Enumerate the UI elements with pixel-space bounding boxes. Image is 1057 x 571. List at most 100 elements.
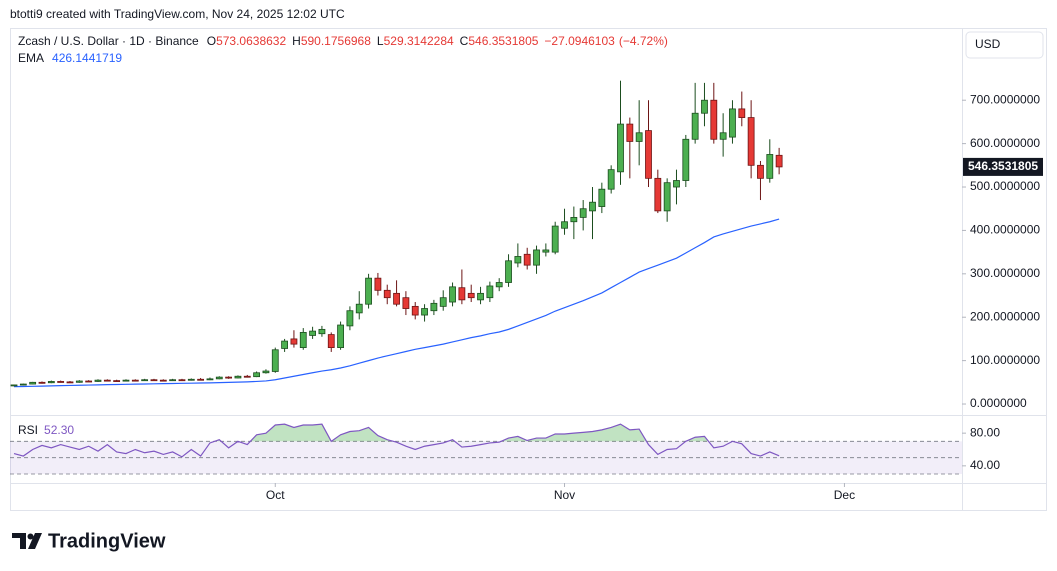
ema-name: EMA — [18, 51, 44, 65]
candle-body — [411, 305, 419, 316]
candle-body — [66, 381, 74, 384]
candle-body — [570, 216, 578, 223]
candle-body — [234, 375, 242, 379]
candle-body — [766, 154, 774, 179]
rsi-tick-label: 80.00 — [970, 425, 1000, 439]
open-label: O — [207, 34, 216, 48]
open-value: 573.0638632 — [216, 34, 286, 48]
candle-body — [10, 384, 18, 387]
candle-body — [719, 132, 727, 140]
candle-body — [75, 380, 83, 383]
low-value: 529.3142284 — [384, 34, 454, 48]
candle-body — [253, 372, 261, 378]
change-value: −27.0946103 — [544, 34, 615, 48]
rsi-name: RSI — [18, 423, 38, 437]
currency-label[interactable]: USD — [975, 37, 1001, 51]
candle-body — [673, 180, 680, 188]
candle-body — [327, 334, 335, 348]
candle-body — [514, 256, 522, 264]
candle-body — [85, 380, 93, 383]
rsi-overbought-fill — [14, 424, 780, 442]
header-text: btotti9 created with TradingView.com, No… — [10, 7, 345, 21]
high-value: 590.1756968 — [301, 34, 371, 48]
rsi-pane — [10, 423, 962, 475]
candle-body — [393, 292, 400, 305]
candle-body — [243, 375, 251, 378]
candle-body — [47, 381, 55, 384]
candle-body — [122, 379, 130, 382]
chart-frame — [10, 28, 1047, 511]
candle-body — [262, 370, 270, 374]
rsi-tick-label: 40.00 — [970, 458, 1000, 472]
candle-body — [355, 303, 363, 314]
candle-body — [374, 277, 382, 291]
candle-body — [729, 108, 736, 138]
candle-body — [635, 132, 643, 142]
candle-body — [701, 99, 708, 114]
candle-body — [281, 340, 288, 349]
price-tag — [963, 157, 1043, 176]
candle-body — [682, 138, 690, 181]
candle-body — [113, 380, 121, 382]
candle-body — [141, 379, 149, 382]
price-tag-label: 546.3531805 — [968, 159, 1038, 173]
candle-body — [579, 208, 587, 218]
candle-body — [467, 292, 475, 299]
candle-body — [430, 302, 438, 312]
candle-body — [299, 332, 307, 348]
candle-body — [449, 286, 456, 303]
candle-body — [486, 285, 494, 299]
candle-body — [533, 249, 540, 266]
candle-body — [542, 249, 550, 253]
candle-body — [747, 117, 755, 166]
rsi-line — [13, 423, 780, 458]
candle-body — [225, 376, 233, 379]
candle-body — [178, 379, 186, 382]
candle-body — [383, 289, 391, 299]
candle-body — [495, 282, 503, 288]
candle-body — [29, 381, 37, 385]
candle-body — [94, 379, 102, 382]
rsi-legend: RSI 52.30 — [18, 423, 74, 437]
high-label: H — [292, 34, 301, 48]
candle-body — [271, 349, 279, 372]
candle-body — [626, 123, 634, 142]
candle-body — [775, 154, 783, 168]
candle-body — [19, 383, 27, 386]
x-tick-label: Dec — [834, 488, 855, 502]
y-tick-label: 400.0000000 — [970, 223, 1040, 237]
axes: 0.0000000 100.0000000 200.0000000 300.00000… — [266, 92, 1043, 502]
candle-body — [159, 379, 167, 382]
candle-body — [290, 338, 298, 345]
candle-body — [477, 292, 484, 301]
candle-body — [607, 169, 615, 190]
candle-body — [206, 378, 214, 381]
candle-body — [645, 130, 652, 179]
candle-body — [439, 297, 447, 307]
currency-button[interactable] — [965, 31, 1044, 59]
candle-body — [421, 308, 428, 316]
y-tick-label: 700.0000000 — [970, 92, 1040, 106]
candle-body — [617, 123, 624, 173]
candle-body — [710, 99, 718, 140]
candle-body — [318, 328, 326, 335]
candle-body — [150, 379, 158, 382]
candle-body — [103, 379, 111, 382]
ohlc-legend: Zcash / U.S. Dollar · 1D · Binance O573.0… — [18, 34, 668, 48]
candle-body — [337, 324, 344, 348]
candle-body — [402, 297, 410, 309]
candle-body — [691, 112, 699, 140]
candle-body — [187, 378, 195, 381]
y-tick-label: 200.0000000 — [970, 309, 1040, 323]
candle-body — [598, 188, 606, 207]
candle-body — [38, 381, 46, 384]
ema-legend: EMA 426.1441719 — [18, 51, 122, 65]
candle-body — [309, 330, 316, 336]
y-tick-label: 500.0000000 — [970, 179, 1040, 193]
logo-dot — [27, 533, 34, 540]
candle-body — [197, 378, 205, 381]
candle-body — [757, 164, 764, 179]
x-tick-label: Oct — [266, 488, 285, 502]
y-tick-label: 300.0000000 — [970, 266, 1040, 280]
